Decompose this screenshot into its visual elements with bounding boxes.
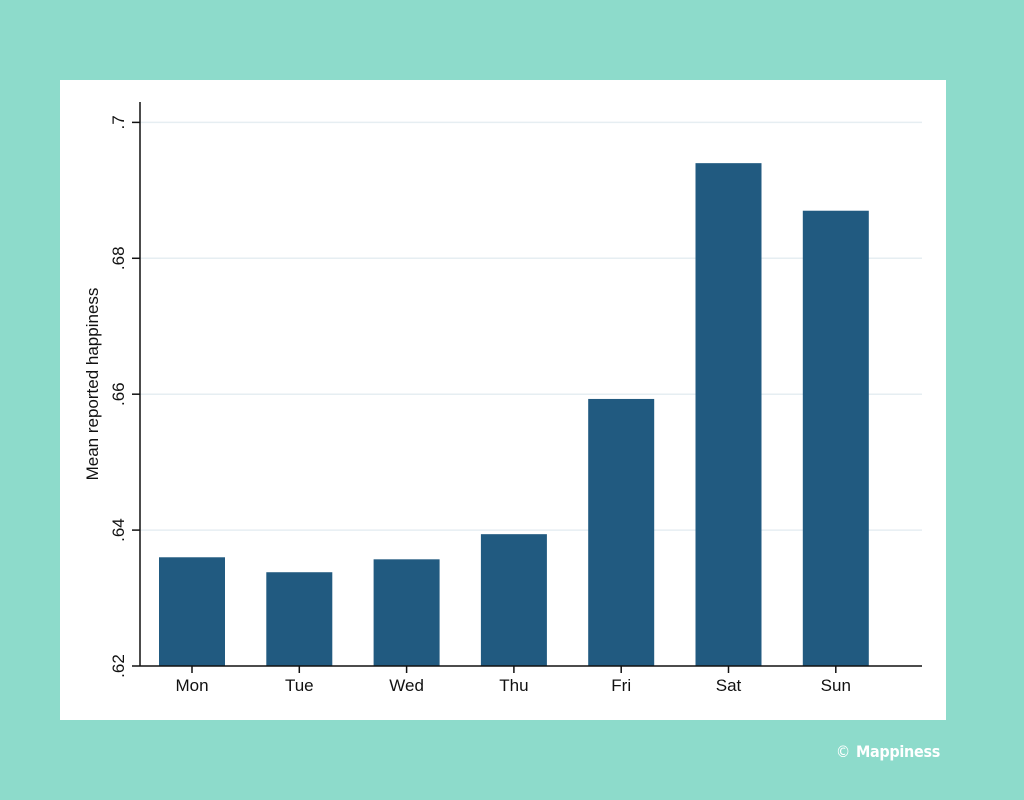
y-tick-label: .7 — [109, 115, 128, 129]
y-tick-label: .68 — [109, 246, 128, 270]
x-tick-label-wed: Wed — [389, 676, 424, 695]
bar-fri — [588, 398, 655, 666]
x-axis-ticks: Mon Tue Wed Thu Fri Sat Sun — [175, 666, 851, 695]
y-tick-label: .66 — [109, 382, 128, 406]
y-tick-label: .64 — [109, 518, 128, 542]
copyright-symbol: © — [835, 742, 850, 761]
chart-panel: .62 .64 .66 .68 .7 Mon Tue Wed Thu Fri Sat Sun Mea… — [60, 80, 946, 720]
bar-thu — [480, 534, 547, 666]
y-axis-title: Mean reported happiness — [83, 288, 102, 481]
y-tick-label: .62 — [109, 654, 128, 678]
x-tick-label-sat: Sat — [716, 676, 742, 695]
credit-text: Mappiness — [855, 742, 940, 761]
x-tick-label-mon: Mon — [175, 676, 208, 695]
bar-sat — [695, 163, 762, 666]
bar-sun — [802, 210, 869, 666]
bar-chart: .62 .64 .66 .68 .7 Mon Tue Wed Thu Fri Sat Sun Mea… — [83, 102, 922, 695]
x-tick-label-tue: Tue — [285, 676, 314, 695]
gridlines — [140, 121, 922, 531]
x-tick-label-sun: Sun — [821, 676, 851, 695]
x-tick-label-thu: Thu — [499, 676, 528, 695]
y-axis-ticks: .62 .64 .66 .68 .7 — [109, 115, 140, 678]
bar-mon — [159, 557, 225, 666]
x-tick-label-fri: Fri — [611, 676, 631, 695]
credit-watermark: © Mappiness — [836, 742, 940, 761]
bar-wed — [373, 559, 440, 666]
bars — [159, 163, 869, 666]
bar-tue — [266, 572, 333, 666]
